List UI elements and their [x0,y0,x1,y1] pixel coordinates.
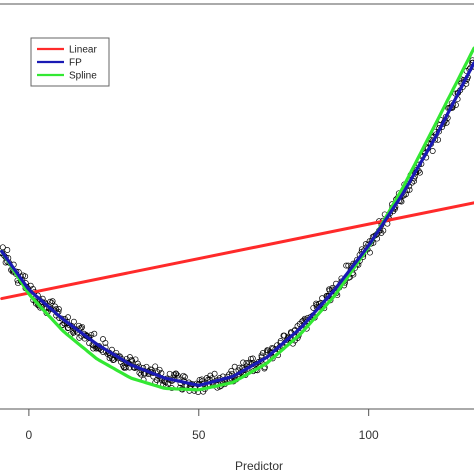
series-line-spline [0,46,474,392]
scatter-point [59,322,66,328]
x-axis-title: Predictor [235,459,283,473]
scatter-point [88,331,95,338]
scatter-point [22,273,29,280]
scatter-point [416,169,423,176]
scatter-point [78,325,85,332]
scatter-point [240,359,247,366]
scatter-point [173,370,180,377]
scatter-point [4,247,11,253]
legend: Linear FP Spline [30,37,110,87]
scatter-point [48,299,55,306]
scatter-point [49,298,56,305]
scatter-points [0,57,474,395]
scatter-point [128,356,135,363]
scatter-point [136,369,143,376]
scatter-point [152,363,159,370]
scatter-point [181,374,188,380]
scatter-point [327,297,334,304]
plot-frame [0,3,474,410]
series-line-linear [0,201,474,301]
fit-lines [0,46,474,392]
scatter-point [249,355,256,362]
scatter-point [429,148,436,154]
scatter-point [380,227,387,234]
scatter-point [295,332,302,339]
scatter-point [259,350,266,357]
x-axis-ticks: 0 50 100 [26,409,379,442]
legend-label-spline: Spline [69,71,97,82]
legend-label-fp: FP [69,58,82,69]
scatter-point [102,339,109,346]
scatter-point [211,370,218,377]
scatter-point [180,372,187,379]
scatter-point [91,330,98,337]
legend-label-linear: Linear [69,45,97,56]
scatter-point [65,314,71,321]
scatter-point [47,298,54,305]
scatter-point [406,186,413,193]
x-tick-label: 50 [192,428,206,442]
scatter-point [129,357,136,364]
scatter-point [0,244,6,251]
scatter-point [100,336,106,343]
scatter-point [325,293,332,300]
scatter-point [174,372,181,379]
scatter-point [156,366,163,373]
scatter-point [343,262,350,269]
scatter-point [166,370,173,377]
scatter-point [110,356,117,363]
scatter-point [138,371,144,378]
scatter-point [55,306,62,313]
scatter-point [228,368,235,374]
x-tick-label: 0 [26,428,33,442]
scatter-point [231,363,238,370]
scatter-point [106,355,113,362]
scatter-point [366,249,373,256]
scatter-point [70,318,77,325]
series-line-fp [0,61,474,387]
scatter-point [79,323,86,330]
scatter-point [42,301,49,308]
scatter-point [269,344,276,351]
x-tick-label: 100 [359,428,379,442]
